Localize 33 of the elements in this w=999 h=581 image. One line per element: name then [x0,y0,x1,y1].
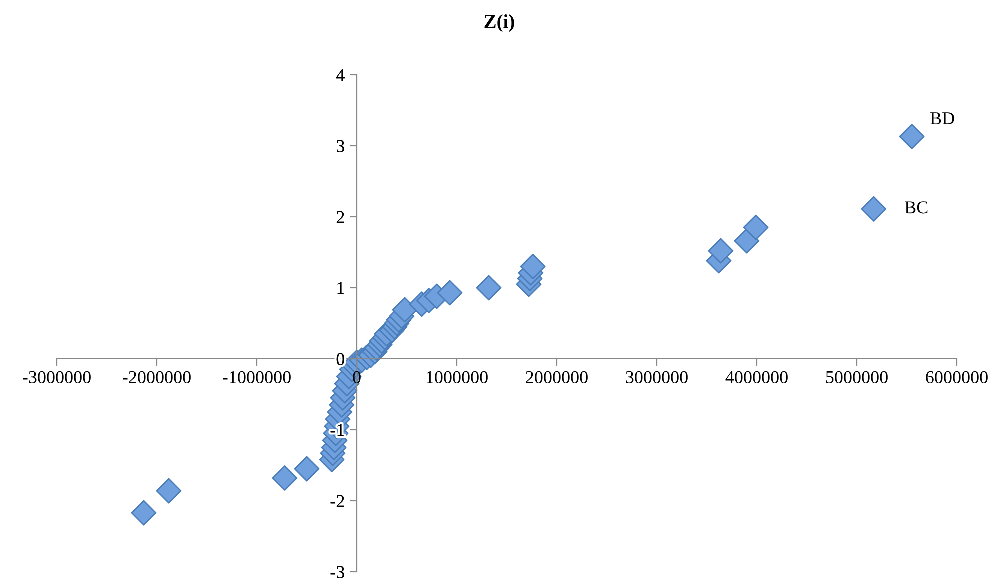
point [437,280,463,306]
x-tick-label: 2000000 [526,371,588,384]
point [272,466,298,492]
point [899,124,925,150]
y-tick-label: 1 [338,282,344,294]
y-tick-label: -3 [330,566,344,578]
point [861,196,887,222]
y-tick-label: 3 [337,140,344,152]
point [392,297,418,323]
point [156,478,182,504]
x-tick-label: 1000000 [426,371,488,384]
chart-title: Z(i) [484,14,514,32]
y-tick-label: -1 [330,424,344,436]
x-tick-label: -1000000 [223,371,291,384]
point [743,214,769,240]
point [476,275,502,301]
point [520,254,546,280]
y-tick-label: 4 [336,69,345,82]
x-tick-label: 5000000 [826,371,888,384]
x-tick-label: -3000000 [23,371,91,384]
point [708,238,734,264]
x-tick-label: 3000000 [626,371,688,384]
annotation: BD [930,112,954,124]
x-tick-label: 0 [353,371,361,384]
annotation: BC [905,202,928,214]
x-tick-label: 4000000 [726,371,788,384]
y-tick-label: 2 [336,211,344,224]
point [131,500,157,526]
y-tick-label: 0 [336,353,345,366]
y-tick-label: -2 [330,495,344,508]
x-tick-label: -2000000 [123,371,191,384]
x-tick-label: 6000000 [926,371,988,384]
point [294,456,320,482]
